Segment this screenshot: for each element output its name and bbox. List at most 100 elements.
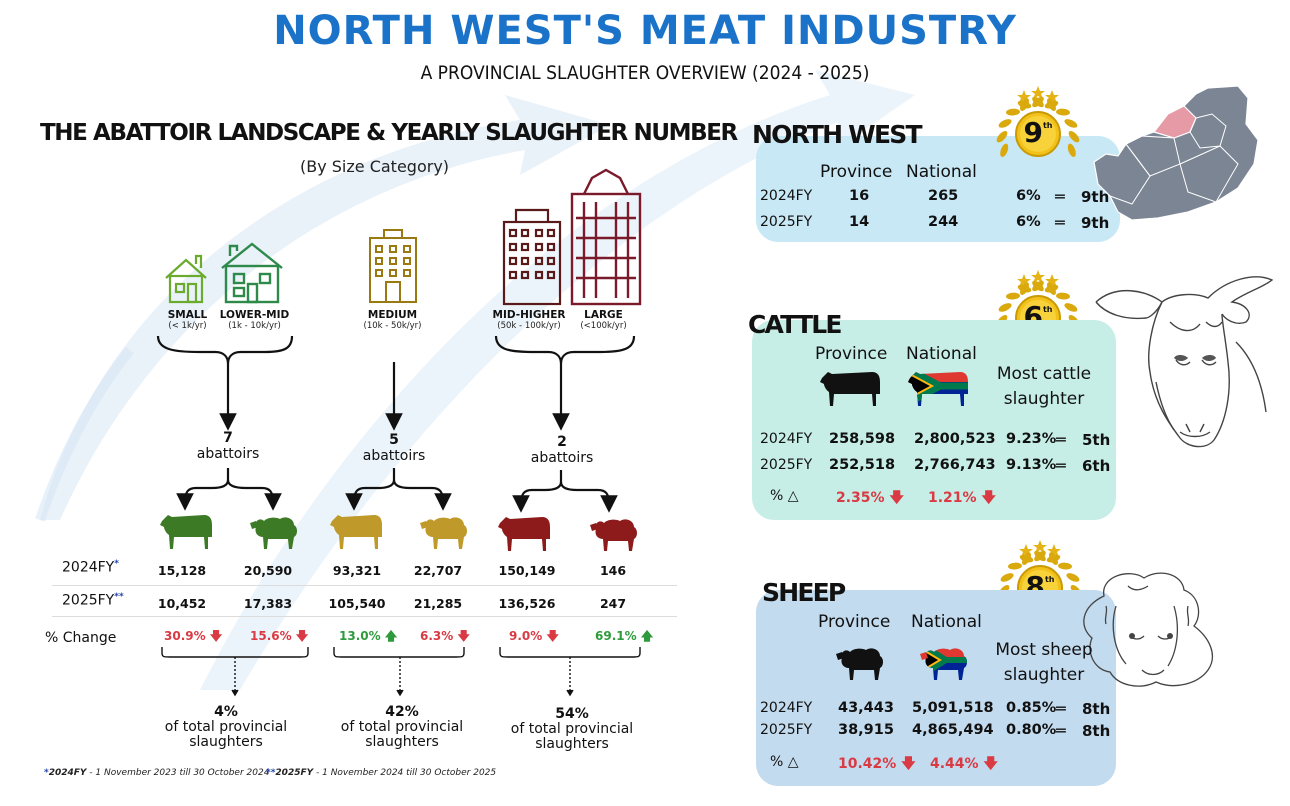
value-2024: 15,128	[157, 563, 207, 578]
category-medium: MEDIUM (10k - 50k/yr)	[363, 309, 422, 331]
landscape-title: THE ABATTOIR LANDSCAPE & YEARLY SLAUGHTE…	[40, 120, 738, 146]
rank-value: 8th	[1082, 722, 1111, 740]
category-large: LARGE (<100k/yr)	[580, 309, 627, 331]
equals-icon: ═	[1056, 456, 1066, 475]
province-value: 258,598	[829, 431, 896, 447]
fy-label: 2024FY	[760, 700, 813, 716]
animal-silhouettes	[160, 515, 637, 551]
province-value: 43,443	[838, 700, 894, 716]
page-subtitle: A PROVINCIAL SLAUGHTER OVERVIEW (2024 - …	[420, 62, 870, 84]
equals-icon: ═	[1056, 721, 1066, 740]
down-arrow-icon: 🡇	[889, 490, 904, 506]
medium-building-icon	[369, 229, 417, 303]
value-2024: 22,707	[413, 563, 463, 578]
national-value: 2,766,743	[914, 457, 996, 473]
down-arrow-icon: 🡇	[291, 629, 309, 643]
sheep-icon-green	[250, 517, 297, 549]
cattle-col-province: Province	[815, 344, 888, 364]
share-value: 0.80%	[1006, 722, 1057, 738]
small-house-icon	[165, 254, 207, 304]
fy-label: 2025FY	[760, 457, 813, 473]
down-arrow-icon: 🡇	[983, 756, 998, 772]
value-2024: 93,321	[332, 563, 382, 578]
cattle-col-national: National	[906, 344, 977, 364]
fy-label: 2024FY	[760, 431, 813, 447]
value-2024: 150,149	[498, 563, 556, 578]
nw-col-province: Province	[820, 162, 893, 182]
up-arrow-icon: 🡅	[636, 629, 654, 643]
change-value: 69.1% 🡅	[595, 629, 654, 643]
value-2025: 10,452	[157, 596, 207, 611]
row-label-2024: 2024FY*	[62, 559, 119, 576]
sheep-head-icon	[1083, 572, 1213, 687]
sheep-panel	[756, 590, 1116, 786]
sheep-icon-red	[590, 519, 637, 551]
sheep-change-province: 10.42% 🡇	[838, 756, 916, 772]
value-2025: 247	[599, 596, 627, 611]
rank-number: 9th	[1023, 116, 1053, 149]
down-arrow-icon: 🡇	[981, 490, 996, 506]
share-value: 6%	[1016, 214, 1041, 230]
share-medium: 42% of total provincial slaughters	[340, 704, 464, 750]
down-arrow-icon: 🡇	[542, 629, 559, 643]
category-mid-higher: MID-HIGHER (50k - 100k/yr)	[492, 309, 566, 331]
cattle-note: Most cattle slaughter	[996, 364, 1092, 409]
south-africa-map-icon	[1093, 85, 1259, 221]
group-small-count: 7 abattoirs	[196, 430, 260, 462]
row-divider	[52, 585, 677, 586]
footnote-2025: **2025FY - 1 November 2024 till 30 Octob…	[266, 768, 497, 778]
change-value: 30.9% 🡇	[164, 629, 223, 643]
province-value: 14	[849, 214, 870, 230]
sheep-change-label: % △	[770, 754, 799, 770]
row-label-change: % Change	[45, 630, 117, 646]
rank-value: 8th	[1082, 700, 1111, 718]
share-value: 9.23%	[1006, 431, 1057, 447]
share-value: 6%	[1016, 188, 1041, 204]
change-value: 6.3% 🡇	[420, 629, 470, 643]
down-arrow-icon: 🡇	[205, 629, 223, 643]
rank-value: 9th	[1081, 188, 1110, 206]
cattle-change-province: 2.35% 🡇	[836, 490, 904, 506]
sheep-icon-gold	[420, 517, 467, 549]
cattle-change-national: 1.21% 🡇	[928, 490, 996, 506]
page-title: NORTH WEST'S MEAT INDUSTRY	[273, 8, 1017, 54]
cattle-panel	[752, 320, 1116, 520]
category-small: SMALL (< 1k/yr)	[167, 309, 208, 331]
cattle-change-label: % △	[770, 488, 799, 504]
cow-head-icon	[1095, 276, 1274, 448]
change-value: 15.6% 🡇	[250, 629, 309, 643]
value-2025: 136,526	[498, 596, 556, 611]
lower-mid-house-icon	[221, 242, 283, 304]
footnote-2024: *2024FY - 1 November 2023 till 30 Octobe…	[44, 768, 270, 778]
value-2025: 17,383	[243, 596, 293, 611]
nw-col-national: National	[906, 162, 977, 182]
value-2025: 105,540	[328, 596, 386, 611]
row-label-2025: 2025FY**	[62, 592, 124, 609]
fy-label: 2024FY	[760, 188, 813, 204]
cattle-icon-gold	[330, 515, 382, 549]
down-arrow-icon: 🡇	[901, 756, 916, 772]
cattle-province-icon	[820, 372, 880, 406]
sheep-change-national: 4.44% 🡇	[930, 756, 998, 772]
group-medium-count: 5 abattoirs	[362, 432, 426, 464]
national-value: 244	[928, 214, 959, 230]
share-value: 9.13%	[1006, 457, 1057, 473]
equals-icon: ═	[1055, 213, 1065, 232]
sheep-col-national: National	[911, 612, 982, 632]
landscape-subtitle: (By Size Category)	[300, 157, 450, 176]
flow-arrows	[156, 335, 636, 513]
rank-badge-north-west: 9th	[990, 84, 1086, 176]
cattle-title: CATTLE	[748, 310, 842, 339]
national-value: 2,800,523	[914, 431, 996, 447]
rank-value: 6th	[1082, 457, 1111, 475]
equals-icon: ═	[1056, 430, 1066, 449]
down-arrow-icon: 🡇	[453, 629, 470, 643]
share-small: 4% of total provincial slaughters	[164, 704, 288, 750]
group-large-count: 2 abattoirs	[530, 434, 594, 466]
value-2024: 146	[599, 563, 627, 578]
house-icons	[165, 242, 283, 304]
equals-icon: ═	[1056, 699, 1066, 718]
province-value: 16	[849, 188, 870, 204]
cattle-national-flag-icon	[908, 372, 968, 406]
fy-label: 2025FY	[760, 214, 813, 230]
